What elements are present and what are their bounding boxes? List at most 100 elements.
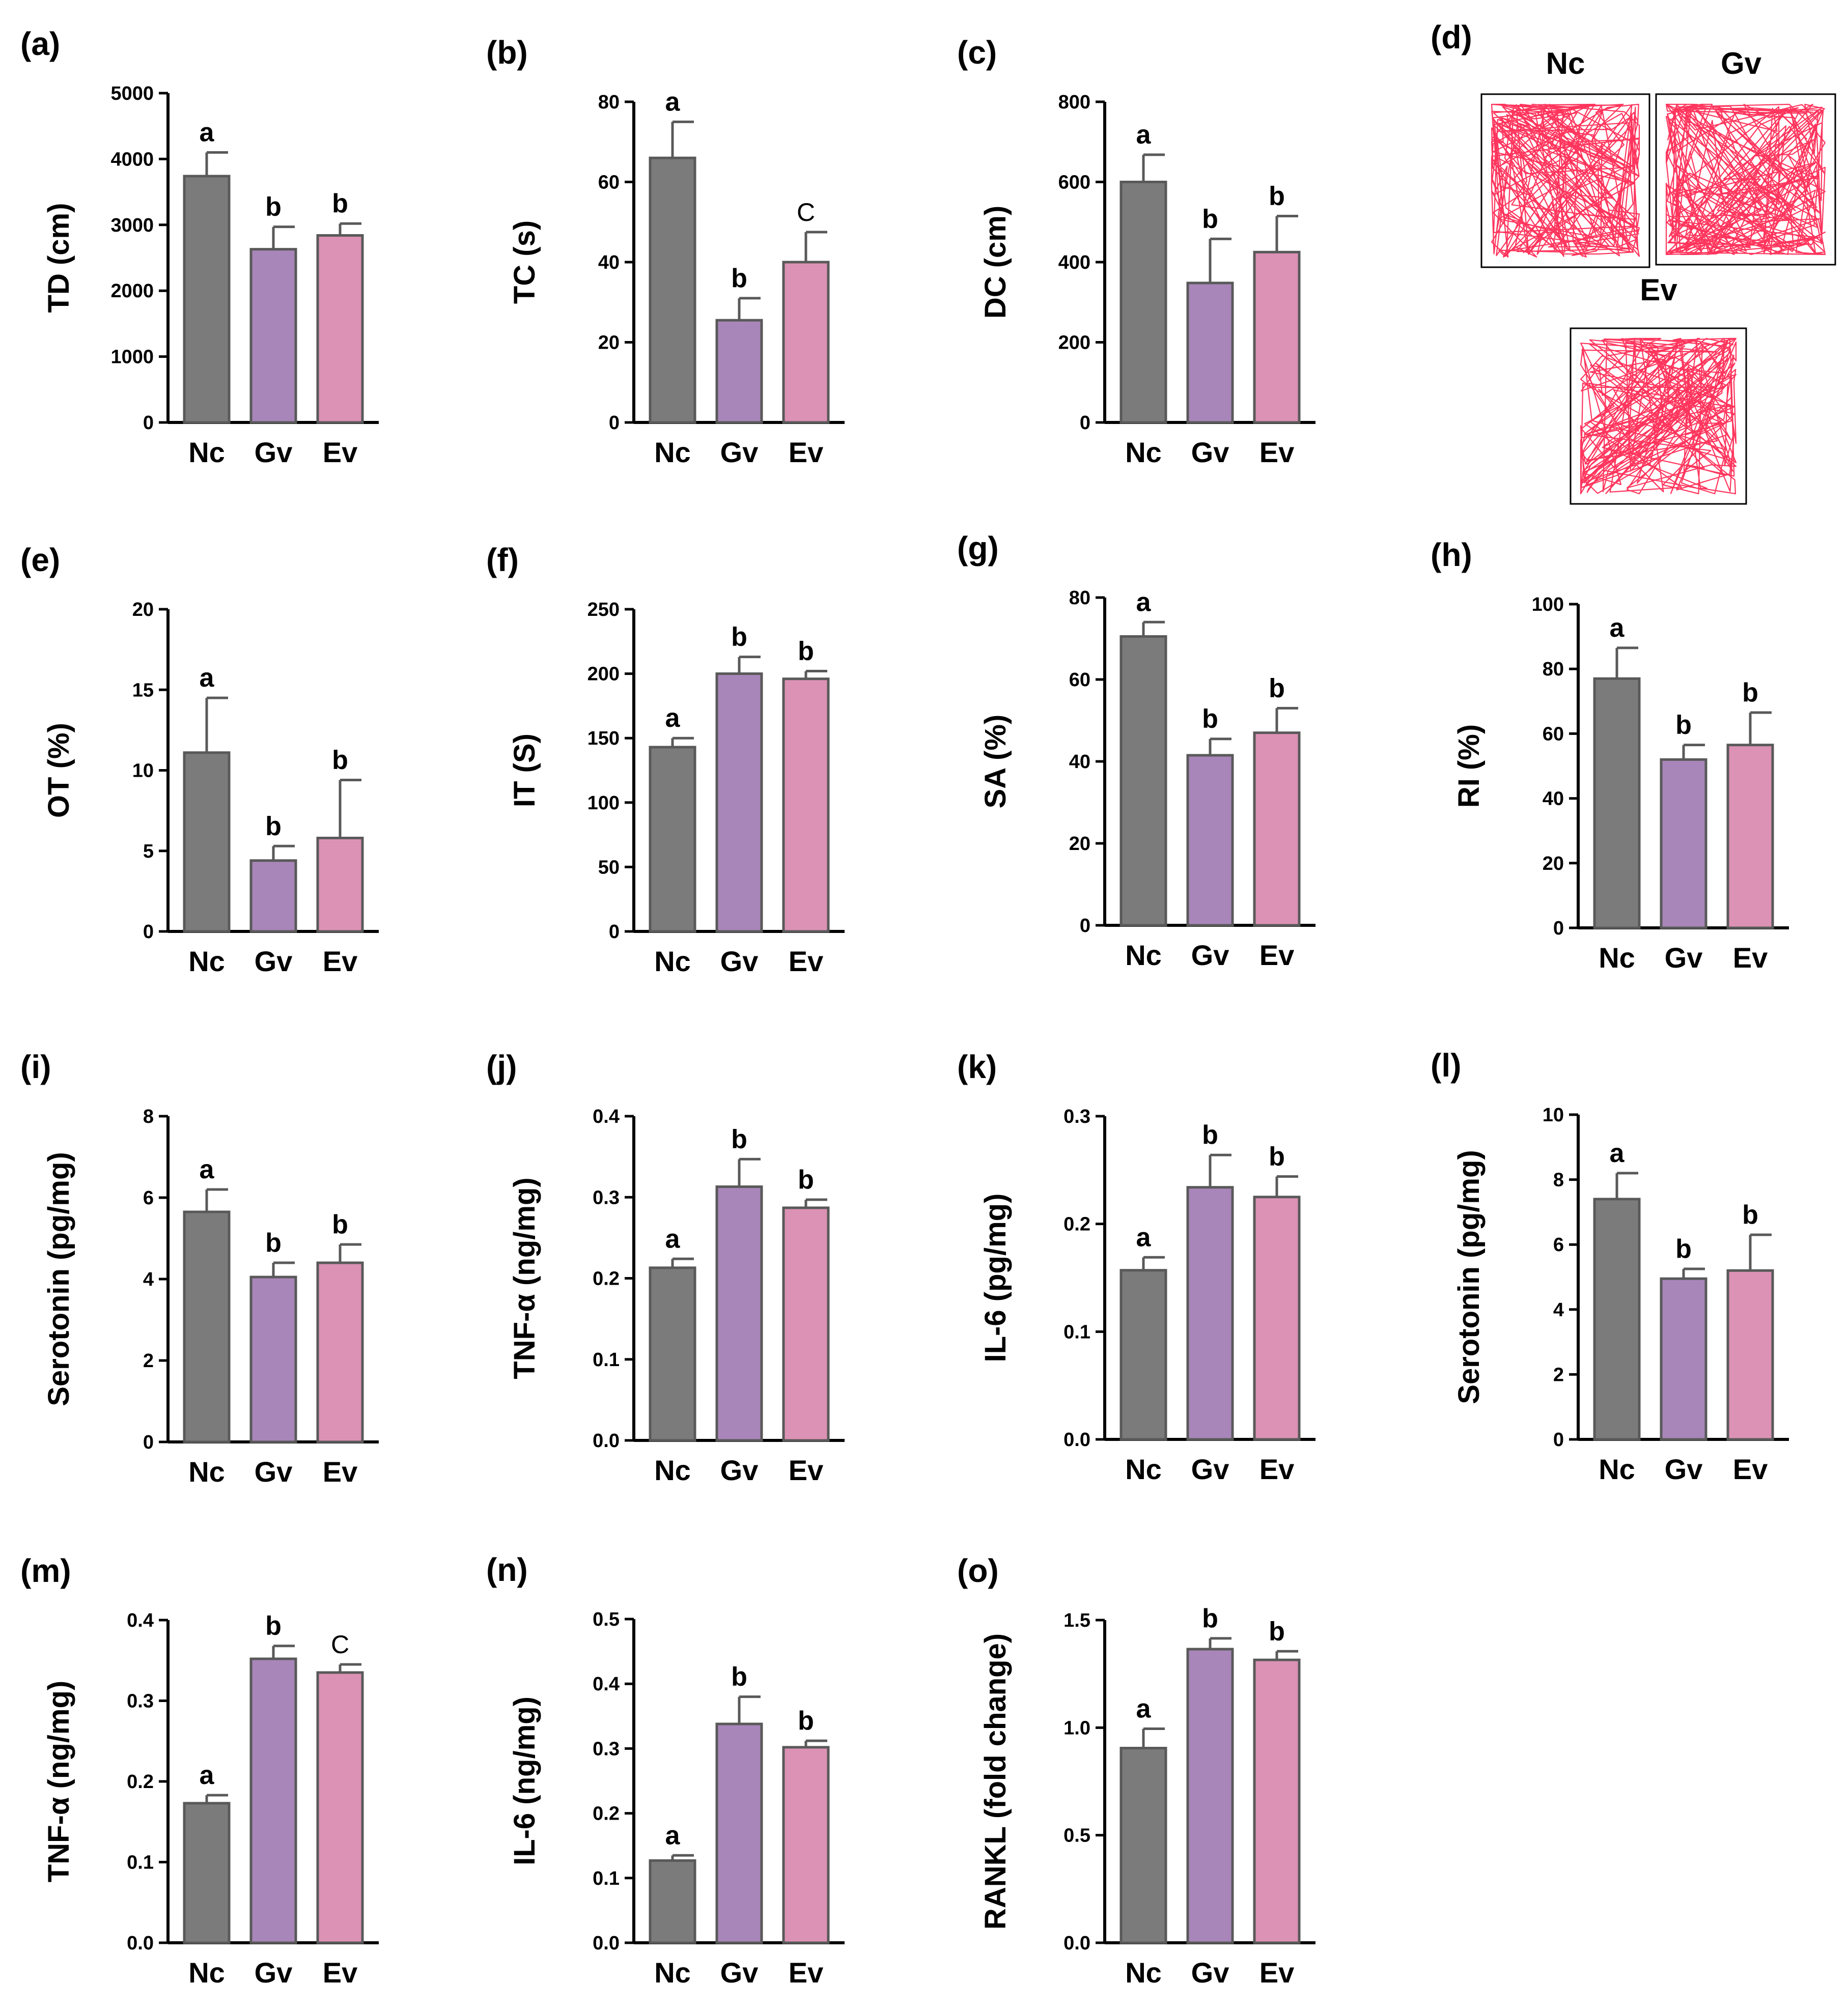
x-tick-label: Gv [720,1454,759,1486]
x-tick-label: Nc [654,1454,691,1486]
significance-letter: b [731,264,747,293]
x-tick-label: Ev [789,1957,824,1989]
y-tick-label: 4 [1553,1299,1564,1321]
x-tick-label: Gv [1665,1453,1703,1485]
track-title: Nc [1546,46,1585,80]
y-tick-label: 8 [1553,1170,1564,1191]
bar-nc [183,751,231,933]
y-tick-label: 0 [143,412,154,434]
track-path [1580,337,1737,495]
y-tick-label: 0.1 [593,1868,620,1889]
significance-letter: b [265,192,282,222]
x-tick-label: Ev [323,945,358,977]
chart-b: (b) 0 20 40 60 80 TC (s) a Nc b Gv C Ev [486,34,845,468]
y-tick-label: 10 [132,760,154,782]
x-tick-label: Nc [188,945,225,977]
bar-nc [1593,1198,1641,1441]
panel-label: (c) [957,34,997,71]
y-tick-label: 20 [132,599,154,620]
significance-letter: b [1742,678,1758,707]
panel-label: (f) [486,542,519,578]
bar-ev [316,1671,364,1944]
x-tick-label: Nc [654,1957,691,1989]
bar-gv [249,1657,297,1944]
y-tick-label: 100 [1532,594,1564,615]
y-axis-label: IT (S) [508,733,541,807]
y-tick-label: 10 [1543,1104,1564,1126]
x-tick-label: Nc [1125,436,1162,468]
y-tick-label: 2 [143,1350,154,1372]
y-tick-label: 0.2 [1063,1214,1090,1235]
y-tick-label: 0.3 [593,1187,620,1208]
significance-letter: b [798,1165,814,1195]
y-tick-label: 60 [1069,669,1090,691]
significance-letter: C [331,1630,349,1659]
y-tick-label: 0.5 [593,1609,620,1630]
chart-g: (g) 0 20 40 60 80 SA (%) a Nc b Gv b Ev [957,530,1315,971]
y-tick-label: 1.0 [1063,1717,1090,1739]
significance-letter: a [665,1224,681,1254]
significance-letter: b [1269,1617,1285,1646]
y-tick-label: 0.4 [593,1674,620,1695]
y-tick-label: 80 [598,92,620,113]
y-tick-label: 150 [587,728,620,749]
y-tick-label: 15 [132,679,154,701]
x-tick-label: Nc [1125,1957,1162,1989]
bar-ev [1726,744,1774,929]
y-axis-label: DC (cm) [979,206,1012,319]
bar-nc [1119,635,1167,927]
y-tick-label: 0.2 [593,1803,620,1825]
x-tick-label: Gv [1191,1957,1229,1989]
y-tick-label: 0.4 [127,1610,154,1631]
panel-label: (n) [486,1551,528,1588]
x-tick-label: Ev [1733,942,1768,974]
x-tick-label: Nc [654,436,691,468]
chart-j: (j) 0.0 0.1 0.2 0.3 0.4 TNF-α (ng/mg) a Nc b Gv b Ev [486,1048,845,1486]
panel-label: (e) [20,542,60,578]
bar-nc [649,156,696,424]
significance-letter: a [200,118,215,147]
y-tick-label: 0 [1553,918,1564,939]
x-tick-label: Gv [1191,939,1229,971]
y-axis-label: Serotonin (pg/mg) [42,1152,75,1406]
y-tick-label: 0.0 [127,1933,154,1954]
bar-nc [1119,1746,1167,1944]
bar-gv [715,1722,763,1944]
x-tick-label: Ev [789,1454,824,1486]
significance-letter: b [1202,204,1218,234]
y-tick-label: 250 [587,599,620,620]
significance-letter: C [797,198,815,226]
bar-nc [183,1210,231,1443]
y-tick-label: 0.1 [593,1349,620,1371]
y-tick-label: 2000 [110,280,154,302]
y-tick-label: 0.3 [593,1738,620,1760]
x-tick-label: Gv [255,436,293,468]
track-title: Ev [1640,273,1677,307]
chart-e: (e) 0 5 10 15 20 OT (%) a Nc b Gv b Ev [20,542,379,977]
y-axis-label: RI (%) [1452,724,1486,808]
y-tick-label: 0 [1080,412,1090,434]
panel-label: (o) [957,1552,999,1589]
panel-label: (k) [957,1048,997,1085]
significance-letter: b [332,745,348,775]
bar-ev [782,1746,830,1944]
x-tick-label: Nc [188,1456,225,1488]
x-tick-label: Nc [1125,939,1162,971]
significance-letter: b [265,811,282,841]
panel-label: (i) [20,1048,51,1085]
x-tick-label: Nc [1125,1453,1162,1485]
chart-c: (c) 0 200 400 600 800 DC (cm) a Nc b Gv b Ev [957,34,1315,468]
y-tick-label: 800 [1058,92,1090,113]
x-tick-label: Ev [1259,1957,1295,1989]
significance-letter: b [1742,1200,1758,1230]
x-tick-label: Nc [654,945,691,977]
y-tick-label: 60 [598,172,620,193]
y-tick-label: 2 [1553,1364,1564,1385]
y-tick-label: 40 [598,252,620,273]
significance-letter: b [1202,1604,1218,1633]
panel-d-tracks: (d) Nc Gv Ev [1431,19,1836,505]
significance-letter: a [200,1155,215,1184]
x-tick-label: Ev [1259,939,1295,971]
x-tick-label: Gv [255,1957,293,1989]
